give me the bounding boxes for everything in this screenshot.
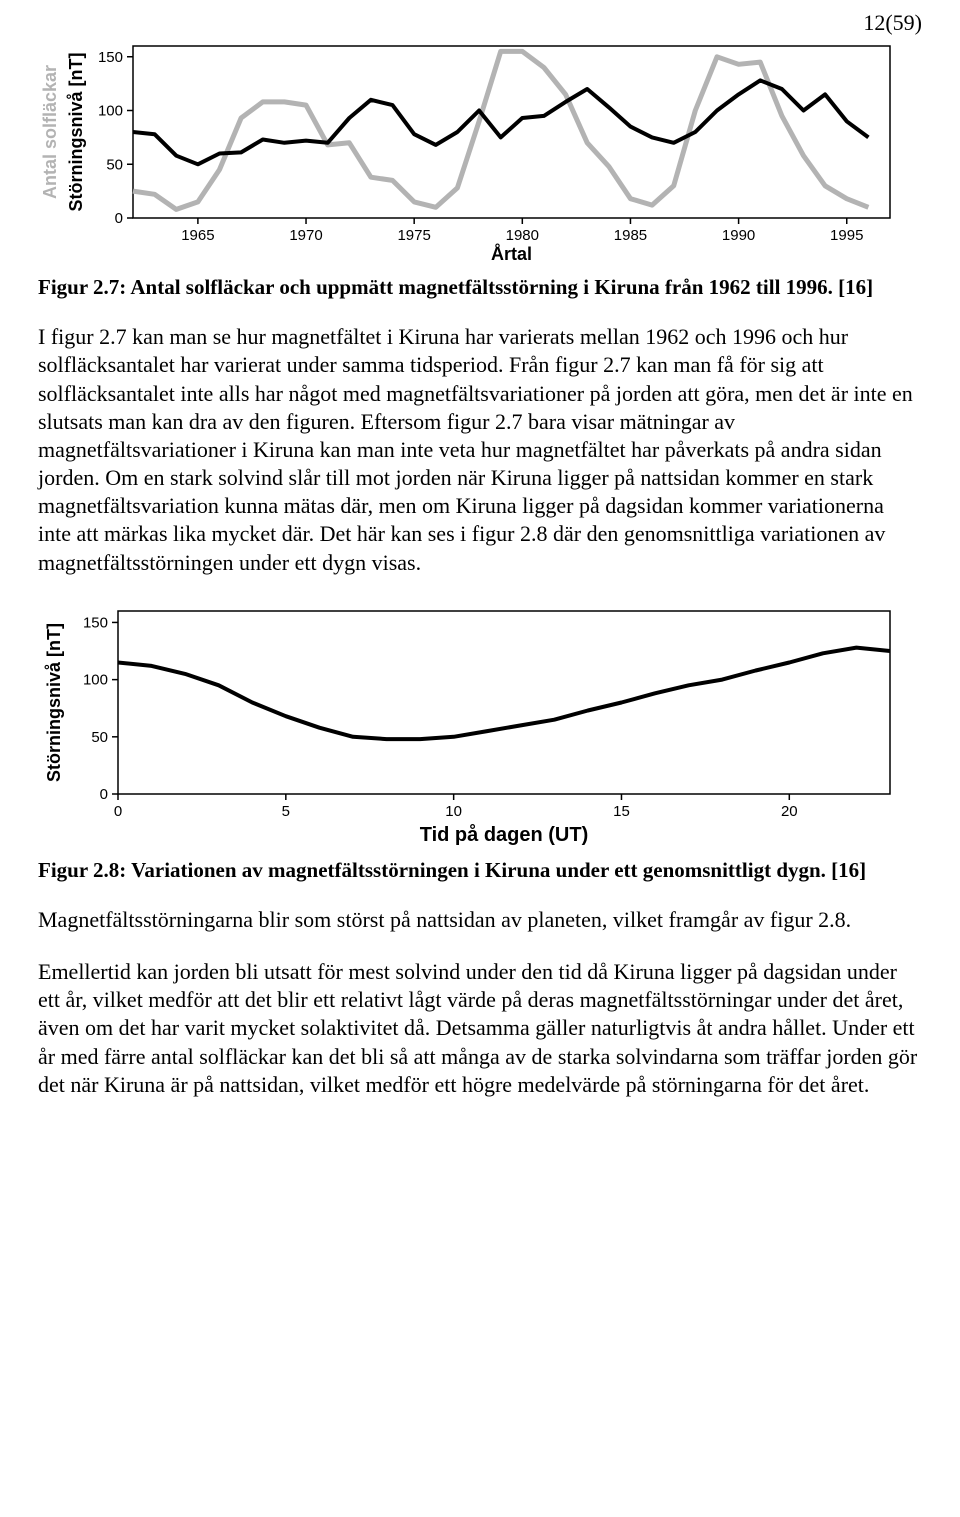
svg-text:Störningsnivå [nT]: Störningsnivå [nT]: [44, 623, 64, 782]
svg-text:50: 50: [91, 729, 108, 746]
svg-text:5: 5: [282, 803, 290, 820]
figure-2-7-caption: Figur 2.7: Antal solfläckar och uppmätt …: [38, 274, 922, 301]
paragraph-3: Emellertid kan jorden bli utsatt för mes…: [38, 958, 922, 1099]
svg-text:1990: 1990: [722, 227, 755, 244]
svg-text:10: 10: [445, 803, 462, 820]
page-content: 12(59) 050100150196519701975198019851990…: [0, 0, 960, 1153]
svg-text:100: 100: [83, 671, 108, 688]
svg-text:1975: 1975: [397, 227, 430, 244]
svg-text:0: 0: [114, 803, 122, 820]
svg-text:1970: 1970: [289, 227, 322, 244]
page-number: 12(59): [38, 10, 922, 36]
chart2-svg: 0 50 100 150 0 5 10 15 20 Störningsnivå [nT] Tid p…: [38, 601, 908, 849]
figure-2-7-chart: 0 50 100 150 1965 1970 1975 1980 1985 1990 1995 Ant…: [38, 38, 922, 266]
svg-text:20: 20: [781, 803, 798, 820]
chart1-svg: 0 50 100 150 1965 1970 1975 1980 1985 1990 1995 Ant…: [38, 38, 908, 266]
svg-text:100: 100: [98, 103, 123, 120]
svg-text:150: 150: [83, 614, 108, 631]
svg-text:1980: 1980: [506, 227, 539, 244]
svg-text:50: 50: [106, 156, 123, 173]
svg-text:Årtal: Årtal: [491, 244, 532, 264]
paragraph-1: I figur 2.7 kan man se hur magnetfältet …: [38, 323, 922, 576]
svg-text:Tid på dagen (UT): Tid på dagen (UT): [420, 823, 589, 846]
svg-text:1985: 1985: [614, 227, 647, 244]
paragraph-2: Magnetfältsstörningarna blir som störst …: [38, 906, 922, 934]
svg-text:Antal solfläckar: Antal solfläckar: [40, 65, 60, 199]
figure-2-8-chart: 0 50 100 150 0 5 10 15 20 Störningsnivå [nT] Tid p…: [38, 601, 922, 849]
svg-text:1965: 1965: [181, 227, 214, 244]
figure-2-8-caption: Figur 2.8: Variationen av magnetfältsstö…: [38, 857, 922, 884]
svg-text:15: 15: [613, 803, 630, 820]
svg-text:1995: 1995: [830, 227, 863, 244]
svg-text:150: 150: [98, 49, 123, 66]
svg-text:0: 0: [115, 210, 123, 227]
svg-text:Störningsnivå [nT]: Störningsnivå [nT]: [66, 53, 86, 212]
svg-text:0: 0: [100, 786, 108, 803]
